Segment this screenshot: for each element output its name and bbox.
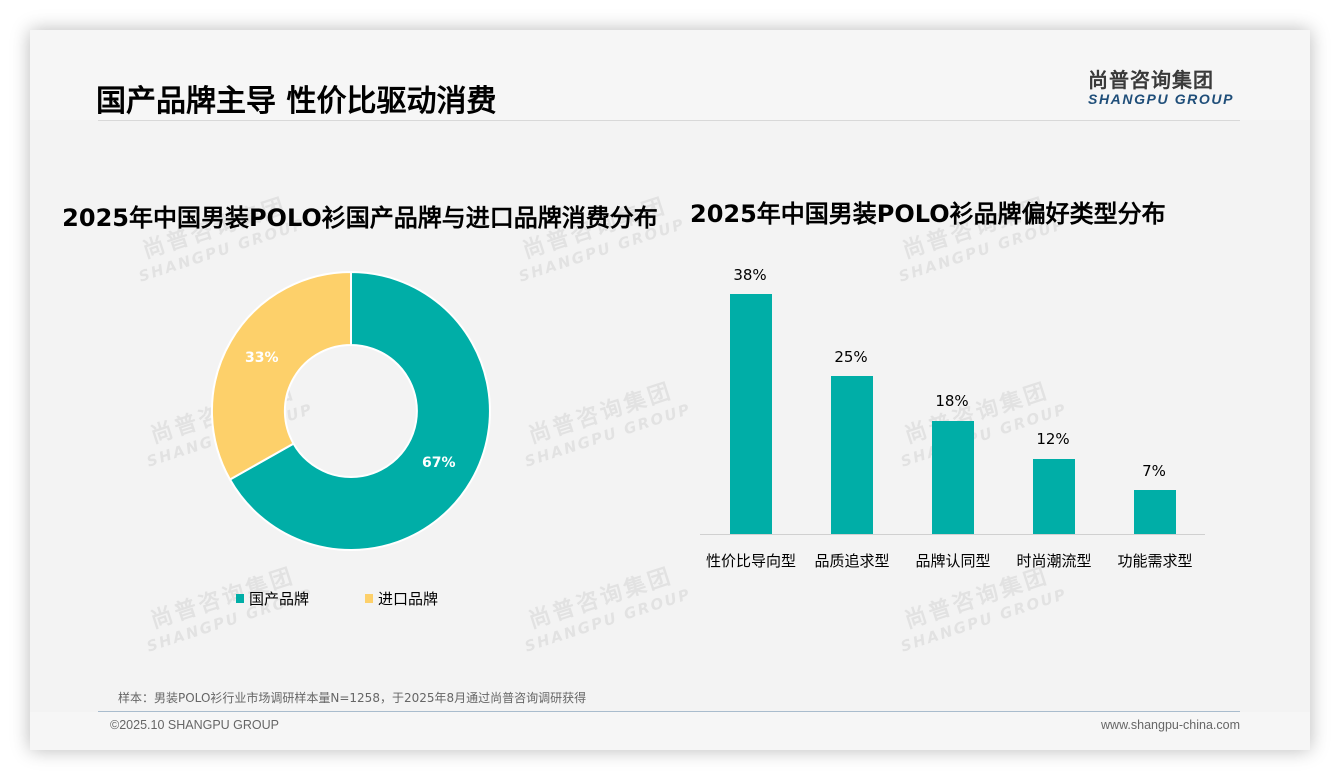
bar-brand-identity — [932, 421, 974, 534]
bar-value-label: 18% — [935, 392, 969, 410]
bar-value-label: 38% — [733, 266, 767, 284]
header-band — [30, 30, 1310, 120]
bar-fashion — [1033, 459, 1075, 534]
footer-divider — [98, 711, 1240, 712]
x-axis-label: 品质追求型 — [814, 552, 890, 570]
bar-chart: 38% 25% 18% 12% 7% 性价比导向型 品质追求型 品牌认同型 时尚… — [700, 260, 1210, 570]
x-axis-label: 性价比导向型 — [705, 552, 796, 570]
x-axis-label: 品牌认同型 — [915, 552, 991, 570]
sample-note: 样本：男装POLO衫行业市场调研样本量N=1258，于2025年8月通过尚普咨询… — [118, 691, 587, 705]
x-axis-line — [700, 534, 1205, 535]
bar-value-label: 12% — [1036, 430, 1070, 448]
page-title: 国产品牌主导 性价比驱动消费 — [96, 84, 497, 119]
legend-item-imported: 进口品牌 — [365, 588, 438, 609]
website-url: www.shangpu-china.com — [1101, 718, 1240, 732]
donut-slice-domestic — [228, 270, 491, 551]
company-logo: 尚普咨询集团 SHANGPU GROUP — [1088, 64, 1240, 107]
legend-swatch-teal-icon — [236, 594, 244, 603]
logo-cn-text: 尚普咨询集团 — [1088, 68, 1214, 92]
bar-quality — [831, 376, 873, 534]
bar-value-label: 25% — [834, 348, 868, 366]
footer-band — [30, 712, 1310, 750]
donut-svg — [211, 270, 491, 551]
bar-cost-performance — [730, 294, 772, 534]
x-axis-label: 时尚潮流型 — [1016, 552, 1092, 570]
logo-en-text: SHANGPU GROUP — [1088, 91, 1235, 107]
copyright-text: ©2025.10 SHANGPU GROUP — [110, 718, 279, 732]
legend-label: 进口品牌 — [378, 590, 439, 608]
slide: 国产品牌主导 性价比驱动消费 尚普咨询集团 SHANGPU GROUP 尚普咨询… — [30, 30, 1310, 750]
donut-label-imported: 33% — [245, 350, 279, 366]
donut-legend: 国产品牌 进口品牌 — [236, 588, 438, 609]
bar-value-label: 7% — [1142, 462, 1166, 480]
legend-label: 国产品牌 — [249, 590, 310, 608]
donut-slice-imported — [211, 270, 352, 481]
x-axis-label: 功能需求型 — [1117, 552, 1193, 570]
donut-chart: 33% 67% — [211, 270, 491, 551]
legend-swatch-yellow-icon — [365, 594, 374, 603]
header-divider — [98, 120, 1240, 121]
bar-functional — [1134, 490, 1176, 534]
bar-chart-title: 2025年中国男装POLO衫品牌偏好类型分布 — [690, 200, 1166, 228]
donut-chart-title: 2025年中国男装POLO衫国产品牌与进口品牌消费分布 — [62, 204, 658, 232]
legend-item-domestic: 国产品牌 — [236, 588, 309, 609]
donut-label-domestic: 67% — [422, 455, 456, 471]
